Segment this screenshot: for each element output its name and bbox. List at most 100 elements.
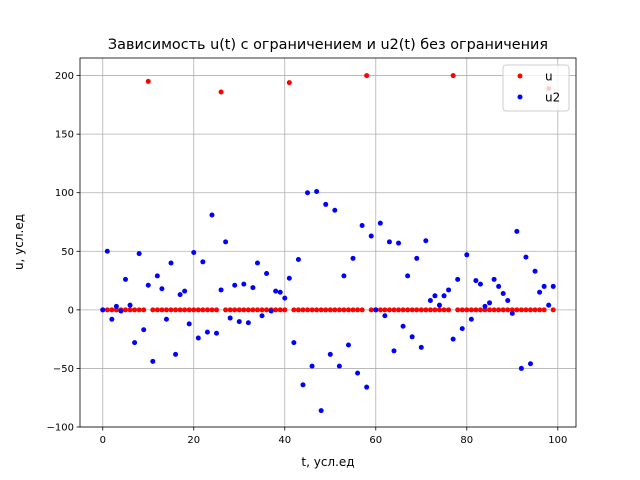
data-point-u [527, 307, 533, 313]
data-point-u2 [136, 251, 142, 257]
data-point-u [168, 307, 174, 313]
data-point-u2 [100, 307, 106, 313]
data-point-u [218, 89, 224, 95]
data-point-u [541, 307, 547, 313]
data-point-u2 [104, 248, 110, 254]
data-point-u [523, 307, 529, 313]
chart-title: Зависимость u(t) с ограничением и u2(t) … [108, 37, 548, 53]
legend-marker-u [517, 73, 523, 79]
data-point-u2 [350, 255, 356, 261]
data-point-u2 [468, 316, 474, 322]
data-point-u2 [491, 276, 497, 282]
data-point-u2 [532, 268, 538, 274]
y-tick-label: 100 [55, 188, 74, 199]
data-point-u [332, 307, 338, 313]
data-point-u [273, 307, 279, 313]
data-point-u [532, 307, 538, 313]
data-point-u2 [186, 321, 192, 327]
data-point-u [391, 307, 397, 313]
data-point-u2 [254, 260, 260, 266]
y-tick-label: 0 [68, 305, 74, 316]
data-point-u [305, 307, 311, 313]
data-point-u [455, 307, 461, 313]
data-point-u [300, 307, 306, 313]
data-point-u [514, 307, 520, 313]
data-point-u [195, 307, 201, 313]
x-axis-ticks: 0 20 40 60 80 100 [100, 427, 567, 446]
data-point-u2 [191, 249, 197, 255]
data-point-u2 [145, 282, 151, 288]
data-point-u2 [250, 285, 256, 291]
data-point-u2 [409, 334, 415, 340]
data-point-u [227, 307, 233, 313]
x-tick-label: 100 [548, 435, 567, 446]
x-tick-label: 40 [278, 435, 291, 446]
data-point-u2 [459, 326, 465, 332]
data-point-u2 [236, 319, 242, 325]
data-point-u [496, 307, 502, 313]
data-point-u2 [300, 382, 306, 388]
data-point-u2 [496, 283, 502, 289]
data-point-u [209, 307, 215, 313]
data-point-u2 [305, 190, 311, 196]
data-point-u [132, 307, 138, 313]
data-point-u2 [396, 240, 402, 246]
data-point-u [405, 307, 411, 313]
data-point-u2 [232, 282, 238, 288]
data-point-u [204, 307, 210, 313]
data-point-u [450, 73, 456, 79]
data-point-u2 [200, 259, 206, 265]
data-point-u [286, 80, 292, 86]
data-point-u2 [364, 384, 370, 390]
data-point-u [182, 307, 188, 313]
data-point-u2 [295, 256, 301, 262]
x-tick-label: 20 [187, 435, 200, 446]
data-point-u [427, 307, 433, 313]
data-point-u [509, 307, 515, 313]
data-point-u [436, 307, 442, 313]
data-point-u [368, 307, 374, 313]
data-point-u2 [113, 303, 119, 309]
data-point-u2 [323, 201, 329, 207]
y-tick-label: −100 [47, 423, 74, 434]
data-point-u [154, 307, 160, 313]
data-point-u2 [455, 276, 461, 282]
data-point-u2 [400, 323, 406, 329]
data-point-u [341, 307, 347, 313]
data-point-u2 [177, 292, 183, 298]
data-point-u [282, 307, 288, 313]
data-point-u [550, 307, 556, 313]
data-point-u [473, 307, 479, 313]
data-point-u2 [446, 287, 452, 293]
data-point-u2 [318, 408, 324, 414]
data-point-u [364, 73, 370, 79]
data-point-u [500, 307, 506, 313]
data-point-u2 [523, 254, 529, 260]
data-point-u2 [432, 293, 438, 299]
data-point-u [163, 307, 169, 313]
data-point-u2 [182, 288, 188, 294]
data-point-u2 [309, 363, 315, 369]
data-point-u [264, 307, 270, 313]
data-point-u2 [505, 297, 511, 303]
data-point-u2 [341, 273, 347, 279]
data-point-u [400, 307, 406, 313]
data-point-u2 [273, 288, 279, 294]
legend: u u2 [502, 64, 570, 112]
data-point-u [223, 307, 229, 313]
data-point-u2 [218, 287, 224, 293]
data-point-u2 [336, 363, 342, 369]
data-point-u2 [436, 302, 442, 308]
data-point-u2 [477, 281, 483, 287]
data-point-u2 [514, 228, 520, 234]
data-point-u [259, 307, 265, 313]
data-point-u2 [286, 275, 292, 281]
data-point-u2 [405, 273, 411, 279]
data-point-u [150, 307, 156, 313]
data-point-u [314, 307, 320, 313]
data-point-u2 [541, 283, 547, 289]
data-point-u [477, 307, 483, 313]
data-point-u [518, 307, 524, 313]
data-point-u [200, 307, 206, 313]
data-point-u [468, 307, 474, 313]
